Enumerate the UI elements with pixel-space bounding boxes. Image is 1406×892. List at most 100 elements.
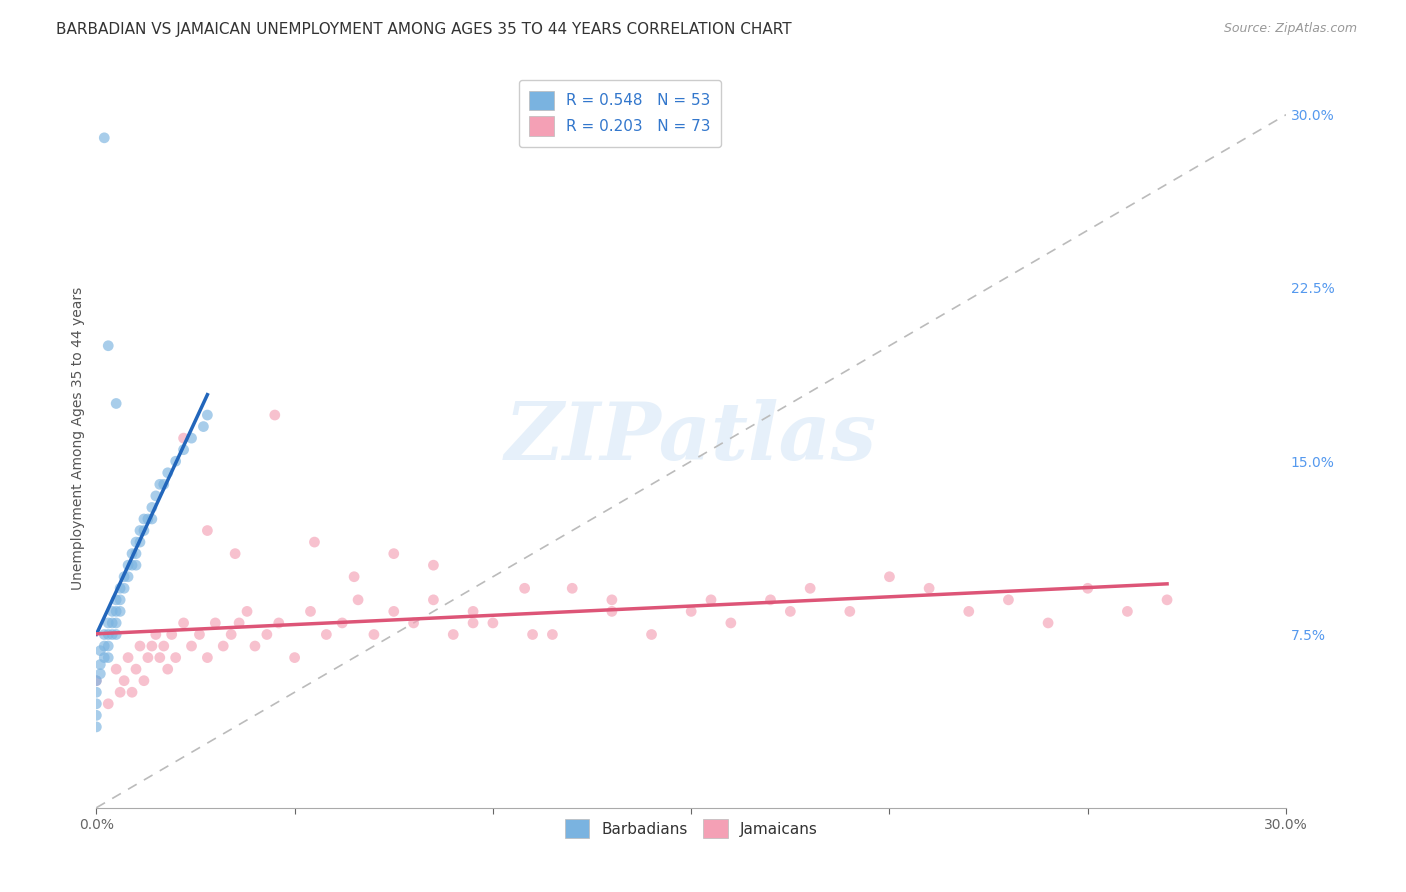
Point: [188, 627, 211, 641]
Point: [125, 558, 148, 573]
Point: [402, 615, 425, 630]
Point: [224, 547, 246, 561]
Point: [112, 673, 135, 688]
Point: [129, 639, 152, 653]
Point: [101, 627, 124, 641]
Point: [600, 592, 623, 607]
Point: [105, 615, 128, 630]
Point: [299, 604, 322, 618]
Point: [1077, 582, 1099, 596]
Point: [152, 477, 174, 491]
Point: [86, 708, 108, 723]
Y-axis label: Unemployment Among Ages 35 to 44 years: Unemployment Among Ages 35 to 44 years: [72, 286, 86, 590]
Point: [228, 615, 250, 630]
Point: [149, 650, 172, 665]
Point: [461, 604, 484, 618]
Point: [112, 582, 135, 596]
Point: [759, 592, 782, 607]
Point: [149, 477, 172, 491]
Point: [141, 639, 163, 653]
Point: [522, 627, 544, 641]
Point: [363, 627, 385, 641]
Point: [347, 592, 370, 607]
Point: [256, 627, 278, 641]
Point: [93, 131, 115, 145]
Point: [267, 615, 290, 630]
Point: [117, 558, 139, 573]
Point: [422, 558, 444, 573]
Point: [382, 547, 405, 561]
Point: [156, 662, 179, 676]
Point: [97, 627, 120, 641]
Point: [105, 627, 128, 641]
Point: [204, 615, 226, 630]
Point: [957, 604, 980, 618]
Point: [997, 592, 1019, 607]
Point: [112, 570, 135, 584]
Text: ZIPatlas: ZIPatlas: [505, 400, 877, 477]
Point: [105, 592, 128, 607]
Point: [129, 524, 152, 538]
Point: [799, 582, 821, 596]
Point: [97, 697, 120, 711]
Point: [212, 639, 235, 653]
Point: [125, 547, 148, 561]
Point: [117, 650, 139, 665]
Point: [243, 639, 266, 653]
Point: [541, 627, 564, 641]
Point: [879, 570, 901, 584]
Legend: Barbadians, Jamaicans: Barbadians, Jamaicans: [558, 813, 824, 845]
Point: [600, 604, 623, 618]
Point: [89, 643, 111, 657]
Point: [1116, 604, 1139, 618]
Point: [160, 627, 183, 641]
Point: [86, 673, 108, 688]
Point: [93, 650, 115, 665]
Point: [105, 396, 128, 410]
Point: [108, 592, 131, 607]
Point: [141, 500, 163, 515]
Point: [101, 615, 124, 630]
Point: [132, 512, 155, 526]
Point: [700, 592, 723, 607]
Point: [1036, 615, 1059, 630]
Point: [105, 604, 128, 618]
Point: [382, 604, 405, 618]
Point: [165, 650, 187, 665]
Point: [125, 535, 148, 549]
Point: [86, 673, 108, 688]
Point: [681, 604, 703, 618]
Point: [121, 558, 143, 573]
Point: [180, 431, 202, 445]
Point: [561, 582, 583, 596]
Point: [173, 431, 195, 445]
Point: [97, 650, 120, 665]
Point: [640, 627, 662, 641]
Point: [838, 604, 860, 618]
Point: [97, 339, 120, 353]
Point: [93, 639, 115, 653]
Point: [441, 627, 464, 641]
Point: [461, 615, 484, 630]
Point: [1156, 592, 1178, 607]
Point: [141, 512, 163, 526]
Point: [152, 639, 174, 653]
Point: [129, 535, 152, 549]
Point: [197, 408, 219, 422]
Point: [86, 685, 108, 699]
Point: [108, 685, 131, 699]
Point: [125, 662, 148, 676]
Point: [315, 627, 337, 641]
Point: [263, 408, 285, 422]
Point: [193, 419, 215, 434]
Point: [330, 615, 353, 630]
Point: [145, 489, 167, 503]
Point: [145, 627, 167, 641]
Point: [132, 673, 155, 688]
Point: [117, 570, 139, 584]
Point: [343, 570, 366, 584]
Point: [482, 615, 505, 630]
Point: [165, 454, 187, 468]
Point: [918, 582, 941, 596]
Point: [97, 615, 120, 630]
